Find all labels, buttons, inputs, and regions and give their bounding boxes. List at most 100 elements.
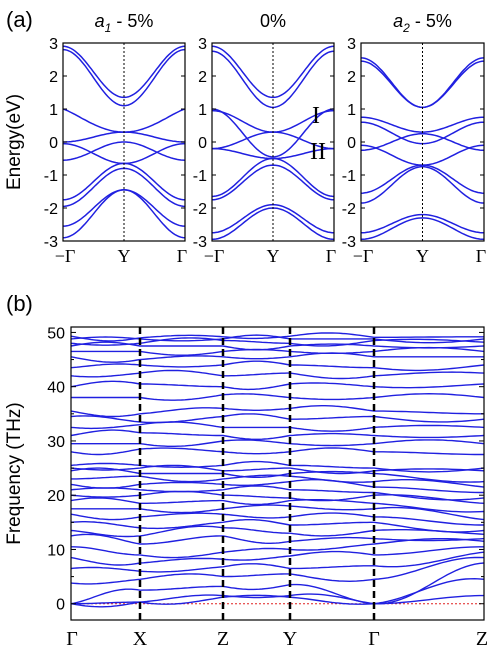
y-tick-label: -1 (342, 168, 356, 185)
phonon-branch (71, 405, 484, 418)
phonon-panel: 0 10 20 30 40 50 Γ X Z Y Γ Z (47, 325, 488, 650)
y-tick-label: -2 (193, 201, 207, 218)
band-line (63, 45, 185, 99)
band-line (63, 141, 185, 161)
y-tick-label: 30 (47, 434, 65, 451)
y-tick-label: 1 (198, 102, 207, 119)
band-line (361, 213, 484, 234)
x-tick-label-gamma: −Γ (204, 246, 225, 266)
y-tick-label: 3 (49, 36, 58, 53)
phonon-branch (71, 460, 484, 473)
band-label-one: I (312, 103, 320, 129)
title-subscript: 1 (105, 21, 112, 35)
y-tick-label: 0 (347, 135, 356, 152)
phonon-branch (71, 337, 484, 347)
x-tick-label-y: Y (416, 246, 429, 266)
band-line (361, 133, 484, 152)
y-tick-label: 50 (47, 325, 65, 342)
y-tick-label: -3 (342, 234, 356, 251)
subplot-title-1: a1 - 5% (95, 11, 154, 35)
band-subplot-2: 0% 3 2 1 0 -1 -2 -3−Γ Y Γ (193, 11, 336, 266)
phonon-branch (71, 392, 484, 401)
y-tick-label: 2 (198, 69, 207, 86)
phonon-branch (71, 380, 484, 391)
phonon-branch (71, 577, 484, 605)
title-subscript: 2 (402, 21, 410, 35)
x-tick-label-gamma: Γ (177, 246, 187, 266)
phonon-branch (71, 439, 484, 447)
phonon-branch (71, 485, 484, 501)
y-tick-label: -1 (44, 168, 58, 185)
y-axis-label-frequency: Frequency (THz) (4, 402, 25, 545)
title-strain: - 5% (410, 11, 452, 31)
y-tick-label: 2 (347, 69, 356, 86)
x-tick-label-z: Z (476, 628, 488, 650)
x-tick-label-y: Y (283, 628, 297, 650)
x-tick-label-gamma: −Γ (353, 246, 374, 266)
phonon-frame (70, 326, 485, 621)
phonon-branch (71, 551, 484, 573)
y-tick-label: 0 (56, 597, 65, 614)
phonon-branch (71, 447, 484, 456)
x-tick-label-gamma: Γ (476, 246, 486, 266)
y-tick-label: 1 (49, 102, 58, 119)
phonon-branch (71, 538, 484, 559)
phonon-branch (71, 360, 484, 372)
x-tick-label-gamma: −Γ (55, 246, 76, 266)
band-label-two: II (310, 139, 326, 165)
y-tick-label: -2 (342, 201, 356, 218)
panel-label-b: (b) (6, 291, 33, 316)
band-line (361, 164, 484, 194)
phonon-branch (71, 593, 484, 608)
x-tick-label-x: X (133, 628, 148, 650)
phonon-branch (71, 474, 484, 488)
panel-label-a: (a) (6, 7, 33, 32)
band-line (212, 164, 334, 201)
phonon-branch (71, 467, 484, 483)
title-variable: a (393, 11, 403, 31)
x-tick-label-y: Y (267, 246, 280, 266)
phonon-branch (71, 504, 484, 521)
phonon-branch (71, 332, 484, 342)
band-line (63, 189, 185, 239)
phonon-branch (71, 369, 484, 380)
x-tick-label-gamma: Γ (326, 246, 336, 266)
phonon-branch (71, 497, 484, 513)
y-tick-label: 40 (47, 380, 65, 397)
phonon-branch (71, 421, 484, 432)
y-tick-label: -1 (193, 168, 207, 185)
x-tick-label-gamma: Γ (368, 628, 380, 650)
phonon-branch (71, 512, 484, 526)
band-line (212, 45, 334, 99)
y-tick-label: 20 (47, 488, 65, 505)
x-tick-label-y: Y (118, 246, 131, 266)
title-strain: - 5% (111, 11, 153, 31)
band-line (361, 217, 484, 241)
subplot-title-3: a2 - 5% (393, 11, 452, 35)
x-tick-label-z: Z (217, 628, 229, 650)
band-line (63, 48, 185, 107)
y-tick-label: 0 (49, 135, 58, 152)
phonon-branch (71, 352, 484, 363)
y-tick-label: 3 (347, 36, 356, 53)
phonon-branch (71, 546, 484, 566)
subplot-title-2: 0% (260, 11, 286, 31)
phonon-branch (71, 556, 484, 585)
y-tick-label: 10 (47, 542, 65, 559)
y-tick-label: 2 (49, 69, 58, 86)
y-axis-label-energy: Energy(eV) (4, 94, 25, 190)
phonon-branch (71, 533, 484, 545)
band-line (361, 166, 484, 204)
phonon-branch (71, 479, 484, 494)
phonon-branch (71, 429, 484, 440)
phonon-branch (71, 525, 484, 538)
y-tick-label: 1 (347, 102, 356, 119)
band-line (212, 157, 334, 198)
phonon-branch (71, 562, 484, 605)
y-tick-label: 3 (198, 36, 207, 53)
phonon-branch (71, 334, 484, 344)
branches-group (71, 332, 484, 608)
